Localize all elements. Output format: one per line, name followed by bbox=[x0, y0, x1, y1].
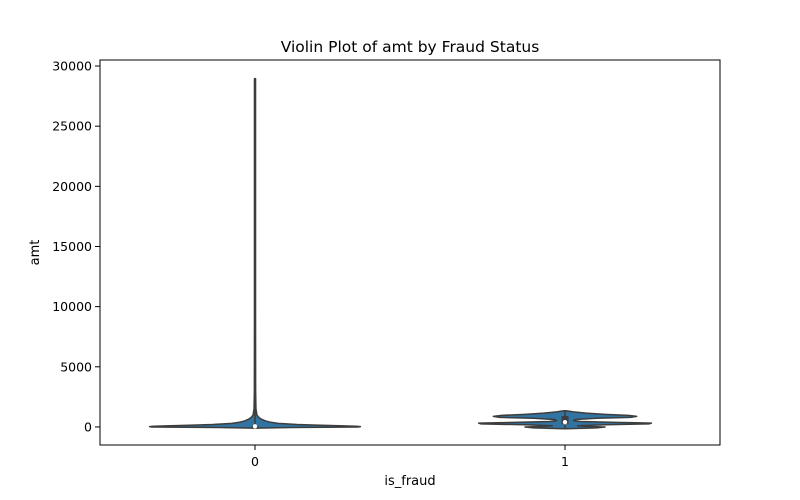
y-tick-label: 20000 bbox=[52, 179, 92, 194]
y-tick-label: 30000 bbox=[52, 59, 92, 74]
x-tick-label: 1 bbox=[561, 454, 569, 469]
y-tick-label: 10000 bbox=[52, 299, 92, 314]
x-axis-label: is_fraud bbox=[384, 474, 435, 489]
violin-median-0 bbox=[252, 424, 258, 429]
plot-frame bbox=[99, 59, 721, 446]
y-tick-label: 0 bbox=[84, 419, 92, 434]
plot-area bbox=[148, 77, 653, 430]
y-tick-label: 25000 bbox=[52, 119, 92, 134]
y-tick-label: 5000 bbox=[60, 359, 92, 374]
violin-median-1 bbox=[562, 419, 568, 425]
chart-title: Violin Plot of amt by Fraud Status bbox=[281, 38, 540, 56]
y-tick-label: 15000 bbox=[52, 239, 92, 254]
x-tick-label: 0 bbox=[251, 454, 259, 469]
y-axis: 0 5000 10000 15000 20000 25000 30000 bbox=[52, 59, 100, 434]
y-axis-label: amt bbox=[28, 240, 43, 266]
